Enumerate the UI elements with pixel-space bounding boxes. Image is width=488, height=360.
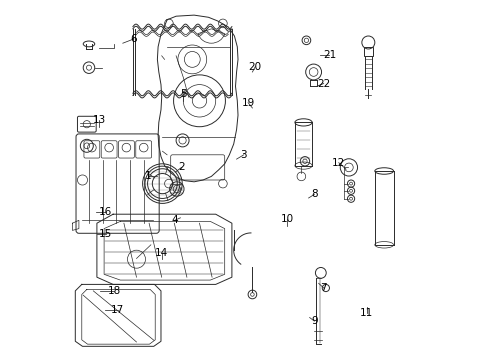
Text: 14: 14 bbox=[155, 248, 168, 258]
Text: 2: 2 bbox=[178, 162, 184, 172]
Text: 6: 6 bbox=[130, 34, 137, 44]
Text: 5: 5 bbox=[180, 89, 186, 99]
Text: 19: 19 bbox=[241, 98, 254, 108]
Text: 7: 7 bbox=[320, 283, 326, 293]
Text: 22: 22 bbox=[316, 78, 330, 89]
Text: 3: 3 bbox=[240, 150, 246, 160]
Text: 15: 15 bbox=[99, 229, 112, 239]
Text: 20: 20 bbox=[248, 62, 262, 72]
Text: 1: 1 bbox=[144, 171, 151, 181]
Text: 18: 18 bbox=[107, 286, 121, 296]
Text: 10: 10 bbox=[280, 214, 293, 224]
Text: 17: 17 bbox=[111, 305, 124, 315]
Text: 8: 8 bbox=[310, 189, 317, 199]
Text: 21: 21 bbox=[322, 50, 335, 60]
Text: 4: 4 bbox=[171, 215, 178, 225]
Text: 11: 11 bbox=[360, 308, 373, 318]
Text: 12: 12 bbox=[331, 158, 345, 168]
Text: 9: 9 bbox=[310, 316, 317, 326]
Text: 16: 16 bbox=[99, 207, 112, 217]
Text: 13: 13 bbox=[92, 114, 105, 125]
